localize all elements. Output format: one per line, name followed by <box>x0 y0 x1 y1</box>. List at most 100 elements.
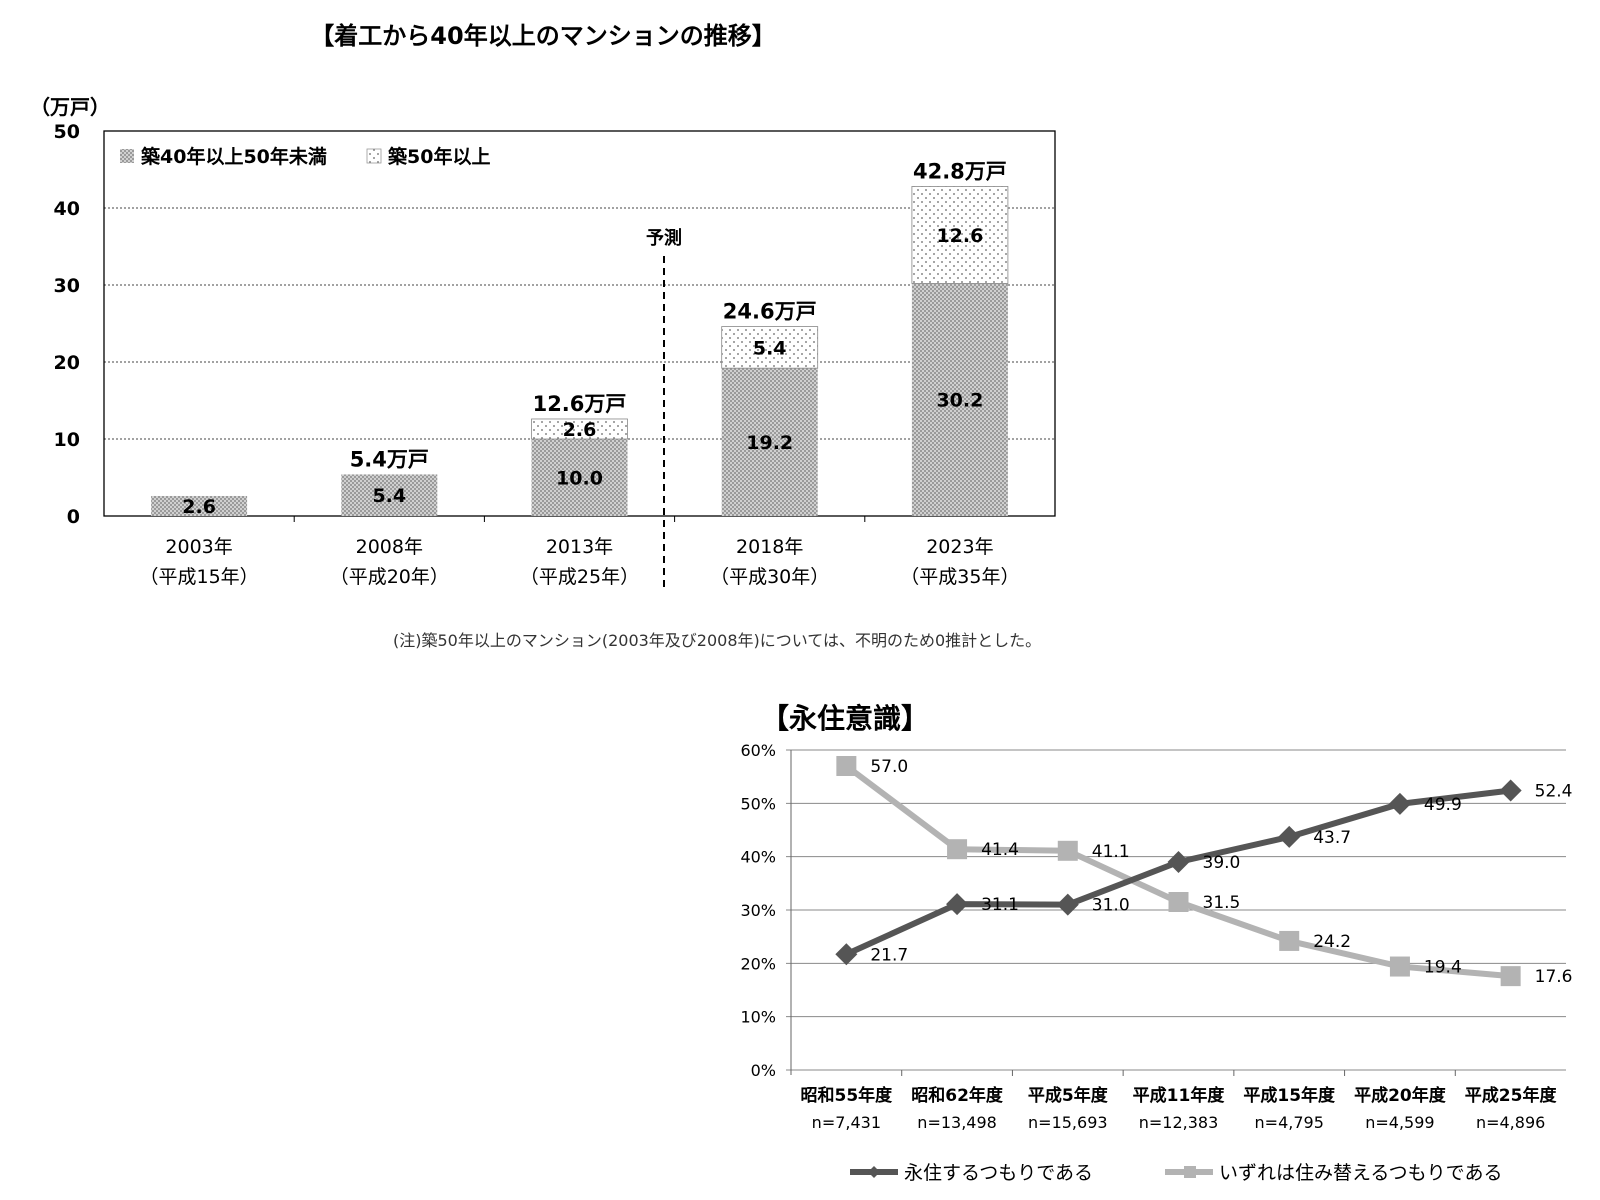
value-label-permanent: 31.0 <box>1092 896 1130 916</box>
legend-marker-permanent <box>868 1166 880 1178</box>
bar-40to50-years <box>911 283 1008 516</box>
bar-value-label-40to50: 2.6 <box>182 496 216 518</box>
chart1-x-label-era: （平成20年） <box>330 566 449 588</box>
bar-50plus-years <box>721 326 819 369</box>
marker-permanent-residence <box>946 893 969 916</box>
value-label-move: 17.6 <box>1535 967 1573 987</box>
chart1-title: 【着工から40年以上のマンションの推移】 <box>310 22 775 50</box>
legend-swatch-40to50 <box>120 149 134 163</box>
chart1-footnote: (注)築50年以上のマンション(2003年及び2008年)については、不明のため… <box>393 631 1042 650</box>
marker-move-eventually <box>1500 966 1521 987</box>
marker-move-eventually <box>947 839 968 860</box>
chart1-x-label-era: （平成30年） <box>710 566 829 588</box>
chart1-y-tick: 0 <box>67 506 80 528</box>
marker-permanent-residence <box>1167 851 1190 873</box>
bar-total-label: 5.4万戸 <box>350 447 429 471</box>
marker-permanent-residence <box>1499 779 1522 802</box>
chart1-y-tick: 40 <box>54 198 80 220</box>
chart2-x-label: 昭和55年度 <box>801 1085 894 1106</box>
bar-40to50-years <box>531 439 628 516</box>
legend-marker-move <box>1184 1166 1196 1178</box>
chart1-y-tick: 30 <box>54 275 80 297</box>
chart1-x-label-era: （平成35年） <box>900 566 1019 588</box>
chart-mansion-40-years: 【着工から40年以上のマンションの推移】 （万戸） 0 10 20 30 40 50 2.… <box>30 22 1056 590</box>
chart2-x-sample-size: n=4,795 <box>1255 1113 1324 1132</box>
marker-permanent-residence <box>1056 893 1079 916</box>
bar-total-label: 12.6万戸 <box>533 392 627 416</box>
bar-total-label: 24.6万戸 <box>723 300 817 324</box>
chart2-x-label: 平成5年度 <box>1028 1085 1109 1106</box>
marker-move-eventually <box>1279 930 1300 951</box>
legend-label-permanent: 永住するつもりである <box>904 1162 1093 1184</box>
value-label-permanent: 49.9 <box>1424 795 1462 815</box>
bar-value-label-40to50: 30.2 <box>936 390 983 412</box>
bar-value-label-50plus: 2.6 <box>563 419 597 441</box>
chart2-x-sample-size: n=4,599 <box>1365 1113 1434 1132</box>
bar-value-label-40to50: 10.0 <box>556 468 603 490</box>
legend-label-40to50: 築40年以上50年未満 <box>140 145 327 168</box>
chart1-legend: 築40年以上50年未満 築50年以上 <box>120 145 490 168</box>
chart2-x-sample-size: n=4,896 <box>1476 1113 1545 1132</box>
bar-40to50-years <box>721 368 818 516</box>
chart1-x-label-year: 2013年 <box>546 536 613 558</box>
chart1-x-label-year: 2023年 <box>926 536 993 558</box>
chart2-x-sample-size: n=12,383 <box>1139 1113 1219 1132</box>
chart2-x-label: 平成15年度 <box>1243 1085 1336 1106</box>
marker-permanent-residence <box>835 943 858 966</box>
bar-total-label: 42.8万戸 <box>913 159 1007 183</box>
bar-50plus-years <box>531 418 628 440</box>
chart2-x-label: 平成11年度 <box>1133 1085 1226 1106</box>
bar-value-label-40to50: 5.4 <box>372 485 406 507</box>
chart1-y-tick: 20 <box>54 352 80 374</box>
chart2-y-tick: 10% <box>740 1008 776 1027</box>
chart2-title: 【永住意識】 <box>761 702 929 735</box>
chart2-y-tick: 50% <box>740 794 776 813</box>
value-label-permanent: 52.4 <box>1535 782 1573 802</box>
chart1-y-tick: 50 <box>54 121 80 143</box>
chart2-x-sample-size: n=13,498 <box>917 1113 997 1132</box>
value-label-move: 24.2 <box>1313 932 1351 952</box>
marker-move-eventually <box>1389 956 1410 977</box>
legend-label-50plus: 築50年以上 <box>387 145 490 168</box>
marker-move-eventually <box>836 756 857 776</box>
value-label-permanent: 31.1 <box>981 895 1019 915</box>
bar-value-label-50plus: 12.6 <box>936 225 983 247</box>
value-label-move: 31.5 <box>1203 893 1241 913</box>
marker-permanent-residence <box>1388 792 1411 815</box>
bar-value-label-40to50: 19.2 <box>746 432 793 454</box>
marker-move-eventually <box>1168 892 1189 912</box>
chart2-x-label: 平成20年度 <box>1354 1085 1447 1106</box>
value-label-permanent: 43.7 <box>1313 828 1351 848</box>
chart2-x-sample-size: n=15,693 <box>1028 1113 1108 1132</box>
chart1-y-unit: （万戸） <box>30 95 110 119</box>
chart1-x-label-era: （平成25年） <box>520 566 639 588</box>
chart2-y-tick: 0% <box>751 1061 776 1080</box>
chart2-legend: 永住するつもりである いずれは住み替えるつもりである <box>850 1162 1502 1184</box>
chart2-x-label: 平成25年度 <box>1465 1085 1558 1106</box>
chart2-y-tick: 40% <box>740 848 776 867</box>
bar-40to50-years <box>341 474 438 516</box>
value-label-move: 41.1 <box>1092 842 1130 862</box>
legend-label-move: いずれは住み替えるつもりである <box>1219 1162 1502 1184</box>
value-label-permanent: 21.7 <box>870 945 908 965</box>
chart2-x-sample-size: n=7,431 <box>812 1113 881 1132</box>
chart1-x-label-year: 2003年 <box>165 536 232 558</box>
forecast-label: 予測 <box>646 227 682 249</box>
chart2-y-tick: 60% <box>740 741 776 760</box>
chart2-y-tick: 30% <box>740 901 776 920</box>
chart1-y-tick: 10 <box>54 429 80 451</box>
marker-permanent-residence <box>1278 825 1301 848</box>
chart1-x-label-year: 2008年 <box>356 536 423 558</box>
bar-40to50-years <box>151 495 248 516</box>
marker-move-eventually <box>1057 840 1078 861</box>
chart2-x-label: 昭和62年度 <box>911 1085 1004 1106</box>
value-label-permanent: 39.0 <box>1203 853 1241 873</box>
bar-value-label-50plus: 5.4 <box>753 337 787 359</box>
value-label-move: 57.0 <box>870 757 908 777</box>
value-label-move: 19.4 <box>1424 958 1462 978</box>
chart1-x-label-year: 2018年 <box>736 536 803 558</box>
chart2-y-tick: 20% <box>740 954 776 973</box>
bar-50plus-years <box>911 186 1009 284</box>
chart1-x-label-era: （平成15年） <box>140 566 259 588</box>
